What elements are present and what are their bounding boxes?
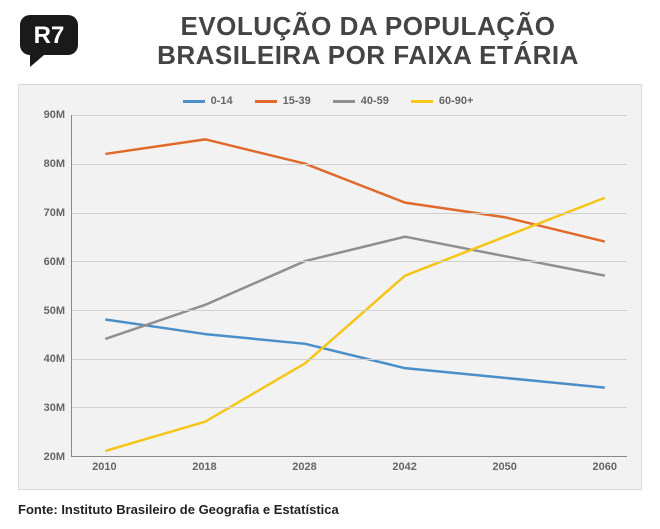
legend-item: 60-90+ bbox=[411, 95, 474, 107]
y-tick-label: 40M bbox=[44, 353, 65, 365]
x-tick-label: 2018 bbox=[192, 461, 216, 473]
source-label: Fonte: Instituto Brasileiro de Geografia… bbox=[18, 502, 642, 517]
plot-area: 20M30M40M50M60M70M80M90M bbox=[29, 115, 627, 457]
y-tick-label: 30M bbox=[44, 402, 65, 414]
legend-label: 0-14 bbox=[211, 95, 233, 107]
series-line bbox=[105, 320, 605, 388]
legend-swatch bbox=[411, 100, 433, 103]
x-tick-label: 2042 bbox=[392, 461, 416, 473]
logo-text: R7 bbox=[34, 22, 65, 49]
chart-panel: 0-14 15-39 40-59 60-90+ 20M 30M 40M 50M 60M 70M 8… bbox=[18, 84, 642, 490]
gridline bbox=[72, 261, 627, 262]
series-line bbox=[105, 198, 605, 451]
legend-item: 0-14 bbox=[183, 95, 233, 107]
gridline bbox=[72, 115, 627, 116]
plot bbox=[71, 115, 627, 457]
x-tick-label: 2010 bbox=[92, 461, 116, 473]
title-line-2: BRASILEIRA POR FAIXA ETÁRIA bbox=[94, 41, 642, 70]
x-tick-label: 2050 bbox=[492, 461, 516, 473]
legend-swatch bbox=[255, 100, 277, 103]
gridline bbox=[72, 407, 627, 408]
gridline bbox=[72, 310, 627, 311]
legend-swatch bbox=[333, 100, 355, 103]
chart-title: EVOLUÇÃO DA POPULAÇÃO BRASILEIRA POR FAI… bbox=[94, 12, 642, 70]
series-line bbox=[105, 237, 605, 339]
legend-label: 15-39 bbox=[283, 95, 311, 107]
gridline bbox=[72, 213, 627, 214]
title-line-1: EVOLUÇÃO DA POPULAÇÃO bbox=[94, 12, 642, 41]
y-tick-label: 50M bbox=[44, 305, 65, 317]
legend-label: 40-59 bbox=[361, 95, 389, 107]
y-axis: 20M30M40M50M60M70M80M90M bbox=[29, 115, 71, 457]
x-tick-label: 2060 bbox=[593, 461, 617, 473]
gridline bbox=[72, 359, 627, 360]
header: R7 EVOLUÇÃO DA POPULAÇÃO BRASILEIRA POR … bbox=[18, 12, 642, 70]
gridline bbox=[72, 164, 627, 165]
y-tick-label: 20M bbox=[44, 451, 65, 463]
y-tick-label: 60M bbox=[44, 256, 65, 268]
legend-label: 60-90+ bbox=[439, 95, 474, 107]
chart-container: R7 EVOLUÇÃO DA POPULAÇÃO BRASILEIRA POR … bbox=[0, 0, 660, 529]
x-axis: 2010 2018 2028 2042 2050 2060 bbox=[71, 457, 627, 479]
x-tick-label: 2028 bbox=[292, 461, 316, 473]
r7-logo: R7 bbox=[18, 13, 80, 69]
y-tick-label: 80M bbox=[44, 158, 65, 170]
legend-item: 40-59 bbox=[333, 95, 389, 107]
y-tick-label: 70M bbox=[44, 207, 65, 219]
lines-svg bbox=[72, 115, 627, 456]
legend-swatch bbox=[183, 100, 205, 103]
legend-item: 15-39 bbox=[255, 95, 311, 107]
y-tick-label: 90M bbox=[44, 109, 65, 121]
legend: 0-14 15-39 40-59 60-90+ bbox=[29, 95, 627, 107]
